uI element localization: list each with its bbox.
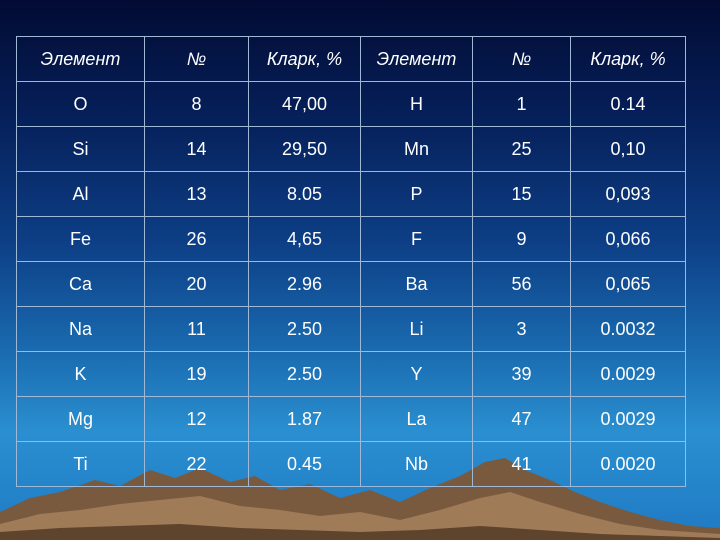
cell-clarke: 2.50 bbox=[248, 306, 361, 352]
cell-number: 26 bbox=[144, 216, 249, 262]
cell-clarke-2: 0,065 bbox=[570, 261, 686, 307]
cell-element-2: H bbox=[360, 81, 473, 127]
table-row: Fe 26 4,65 F 9 0,066 bbox=[16, 216, 686, 262]
table-row: Ca 20 2.96 Ba 56 0,065 bbox=[16, 261, 686, 307]
cell-clarke: 47,00 bbox=[248, 81, 361, 127]
header-element: Элемент bbox=[16, 36, 145, 82]
cell-clarke-2: 0.0020 bbox=[570, 441, 686, 487]
cell-element: O bbox=[16, 81, 145, 127]
cell-element-2: F bbox=[360, 216, 473, 262]
table-body: O 8 47,00 H 1 0.14 Si 14 29,50 Mn 25 0,10 Al 13 8.05 P 1… bbox=[16, 81, 686, 487]
cell-number: 22 bbox=[144, 441, 249, 487]
cell-number: 12 bbox=[144, 396, 249, 442]
cell-element-2: Mn bbox=[360, 126, 473, 172]
cell-element: K bbox=[16, 351, 145, 397]
cell-clarke: 29,50 bbox=[248, 126, 361, 172]
cell-clarke: 2.50 bbox=[248, 351, 361, 397]
cell-clarke: 0.45 bbox=[248, 441, 361, 487]
cell-number-2: 9 bbox=[472, 216, 571, 262]
cell-number-2: 15 bbox=[472, 171, 571, 217]
cell-element-2: Nb bbox=[360, 441, 473, 487]
cell-clarke-2: 0,10 bbox=[570, 126, 686, 172]
cell-element: Si bbox=[16, 126, 145, 172]
cell-clarke-2: 0.14 bbox=[570, 81, 686, 127]
cell-element: Na bbox=[16, 306, 145, 352]
cell-element: Fe bbox=[16, 216, 145, 262]
cell-element-2: P bbox=[360, 171, 473, 217]
cell-element: Ca bbox=[16, 261, 145, 307]
header-element-2: Элемент bbox=[360, 36, 473, 82]
header-number-2: № bbox=[472, 36, 571, 82]
cell-clarke: 4,65 bbox=[248, 216, 361, 262]
cell-number: 19 bbox=[144, 351, 249, 397]
table-row: Mg 12 1.87 La 47 0.0029 bbox=[16, 396, 686, 442]
cell-clarke-2: 0,066 bbox=[570, 216, 686, 262]
header-number: № bbox=[144, 36, 249, 82]
cell-number-2: 1 bbox=[472, 81, 571, 127]
cell-number: 14 bbox=[144, 126, 249, 172]
cell-clarke-2: 0.0029 bbox=[570, 351, 686, 397]
cell-clarke: 2.96 bbox=[248, 261, 361, 307]
cell-number-2: 25 bbox=[472, 126, 571, 172]
cell-number: 8 bbox=[144, 81, 249, 127]
cell-element: Al bbox=[16, 171, 145, 217]
cell-number-2: 41 bbox=[472, 441, 571, 487]
cell-number-2: 3 bbox=[472, 306, 571, 352]
cell-element-2: Ba bbox=[360, 261, 473, 307]
cell-number-2: 47 bbox=[472, 396, 571, 442]
cell-element-2: La bbox=[360, 396, 473, 442]
cell-element: Mg bbox=[16, 396, 145, 442]
cell-element-2: Li bbox=[360, 306, 473, 352]
cell-number: 13 bbox=[144, 171, 249, 217]
cell-number: 11 bbox=[144, 306, 249, 352]
cell-clarke-2: 0.0029 bbox=[570, 396, 686, 442]
cell-clarke: 8.05 bbox=[248, 171, 361, 217]
table-row: K 19 2.50 Y 39 0.0029 bbox=[16, 351, 686, 397]
table-header-row: Элемент № Кларк, % Элемент № Кларк, % bbox=[16, 36, 686, 82]
header-clarke: Кларк, % bbox=[248, 36, 361, 82]
table-row: Si 14 29,50 Mn 25 0,10 bbox=[16, 126, 686, 172]
cell-number-2: 56 bbox=[472, 261, 571, 307]
table-row: O 8 47,00 H 1 0.14 bbox=[16, 81, 686, 127]
header-clarke-2: Кларк, % bbox=[570, 36, 686, 82]
cell-element: Ti bbox=[16, 441, 145, 487]
cell-clarke-2: 0,093 bbox=[570, 171, 686, 217]
cell-clarke: 1.87 bbox=[248, 396, 361, 442]
table-row: Na 11 2.50 Li 3 0.0032 bbox=[16, 306, 686, 352]
table-row: Ti 22 0.45 Nb 41 0.0020 bbox=[16, 441, 686, 487]
cell-element-2: Y bbox=[360, 351, 473, 397]
cell-number-2: 39 bbox=[472, 351, 571, 397]
table-row: Al 13 8.05 P 15 0,093 bbox=[16, 171, 686, 217]
cell-clarke-2: 0.0032 bbox=[570, 306, 686, 352]
cell-number: 20 bbox=[144, 261, 249, 307]
